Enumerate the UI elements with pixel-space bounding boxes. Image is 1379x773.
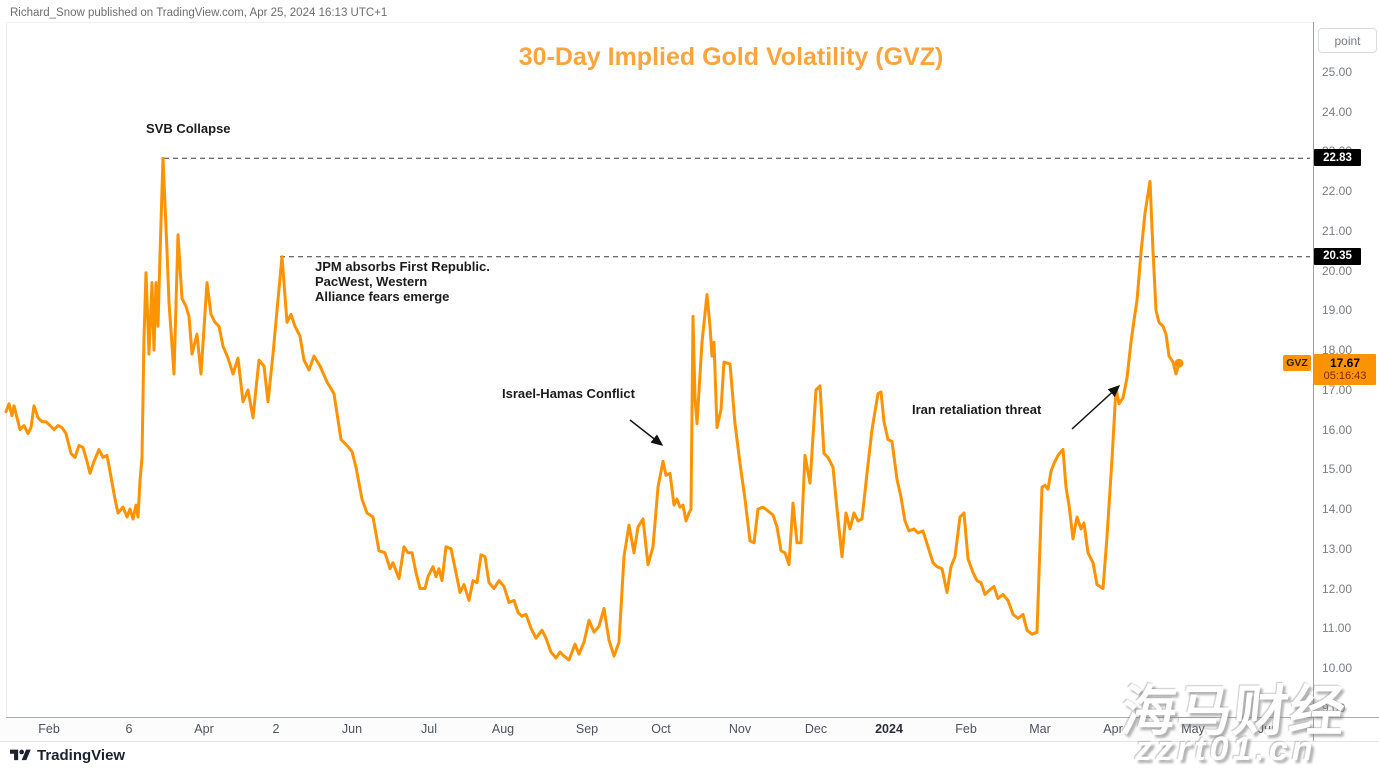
price-tick-11.00: 11.00 (1322, 621, 1352, 636)
annotation-arrow-iran (1071, 384, 1121, 430)
time-tick-2: 2 (272, 722, 280, 736)
time-tick-Oct: Oct (651, 722, 671, 736)
time-tick-May: May (1181, 722, 1205, 736)
price-tick-10.00: 10.00 (1322, 660, 1353, 675)
tradingview-footer[interactable]: TradingView (10, 747, 125, 764)
last-value-dot (1174, 358, 1184, 368)
price-tick-14.00: 14.00 (1322, 502, 1353, 517)
tradingview-logo-icon (10, 749, 31, 761)
watermark-url: zzrt01.cn (1135, 730, 1317, 768)
price-tick-20.00: 20.00 (1322, 263, 1353, 278)
chart-title: 30-Day Implied Gold Volatility (GVZ) (518, 43, 944, 71)
price-tick-17.00: 17.00 (1322, 382, 1353, 397)
last-price-value: 17.67 (1329, 356, 1361, 371)
annotation-israel-hamas: Israel-Hamas Conflict (502, 386, 635, 401)
price-tick-13.00: 13.00 (1322, 541, 1353, 556)
plot-left-border (6, 22, 7, 717)
price-tick-15.00: 15.00 (1322, 462, 1353, 477)
price-tick-12.00: 12.00 (1322, 581, 1353, 596)
footer-separator-line (0, 741, 1379, 742)
plot-top-border (6, 22, 1313, 23)
price-tick-21.00: 21.00 (1322, 223, 1353, 238)
time-tick-Apr: Apr (1103, 722, 1123, 736)
annotation-arrow-israel (629, 419, 664, 446)
time-tick-Jun: Jun (1257, 722, 1279, 736)
last-price-badge: 17.67 05:16:43 (1314, 354, 1376, 386)
axis-unit-button[interactable]: point (1318, 28, 1377, 53)
gvz-price-line (4, 156, 1181, 662)
bar-countdown: 05:16:43 (1323, 370, 1367, 383)
level-badge-22.83: 22.83 (1314, 149, 1361, 167)
time-tick-Apr: Apr (194, 722, 214, 736)
time-tick-Nov: Nov (728, 722, 752, 736)
level-badge-20.35: 20.35 (1314, 247, 1361, 265)
price-tick-18.00: 18.00 (1322, 343, 1353, 358)
price-tick-25.00: 25.00 (1322, 65, 1353, 79)
time-tick-Jun: Jun (341, 722, 363, 736)
price-tick-24.00: 24.00 (1322, 104, 1353, 119)
price-tick-9.00: 9.00 (1322, 700, 1346, 715)
annotation-jpm-first-republic: JPM absorbs First Republic. PacWest, Wes… (315, 259, 490, 304)
tradingview-brand-text[interactable]: TradingView (37, 747, 126, 764)
time-tick-Sep: Sep (575, 722, 599, 736)
price-tick-16.00: 16.00 (1322, 422, 1353, 437)
annotation-iran-retaliation: Iran retaliation threat (912, 402, 1042, 417)
time-tick-Dec: Dec (804, 722, 828, 736)
price-tick-22.00: 22.00 (1322, 184, 1353, 199)
time-axis-scale[interactable]: Feb 6 Apr 2 Jun Jul Aug Sep Oct Nov Dec 2024 Feb Mar A… (0, 718, 1379, 741)
time-tick-Feb: Feb (955, 722, 977, 736)
time-tick-6: 6 (125, 722, 133, 736)
time-tick-2024: 2024 (875, 722, 903, 736)
time-tick-Feb: Feb (38, 722, 60, 736)
time-axis-line (6, 717, 1379, 718)
annotation-svb-collapse: SVB Collapse (146, 121, 231, 136)
attribution-text: Richard_Snow published on TradingView.co… (10, 7, 388, 19)
time-tick-Aug: Aug (491, 722, 515, 736)
time-tick-Jul: Jul (421, 722, 437, 736)
price-axis-line (1313, 22, 1314, 741)
gvz-symbol-tag: GVZ (1283, 355, 1311, 372)
price-tick-19.00: 19.00 (1322, 303, 1353, 318)
time-tick-Mar: Mar (1029, 722, 1051, 736)
